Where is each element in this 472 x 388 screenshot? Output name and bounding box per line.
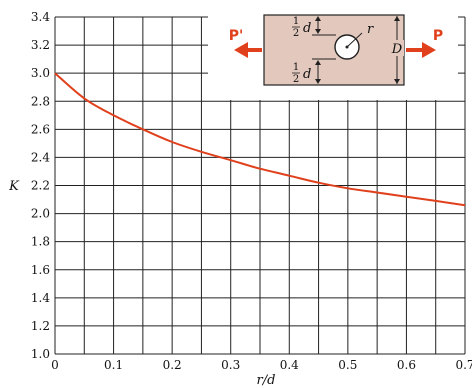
- y-tick-label: 1.2: [31, 319, 50, 333]
- x-tick-label: 0.3: [221, 358, 240, 372]
- x-tick-label: 0.2: [163, 358, 182, 372]
- x-tick-label: 0.7: [455, 358, 472, 372]
- series-line: [54, 72, 466, 207]
- upper-half-denominator: 2: [293, 28, 299, 39]
- y-axis-ticks: 1.0 1.2 1.4 1.6 1.8 2.0 2.2 2.4 2.6 2.8 3.0 3.2 3.4: [31, 10, 50, 361]
- y-tick-label: 1.4: [31, 291, 50, 305]
- lower-half-numerator: 1: [293, 62, 299, 73]
- x-tick-label: 0.4: [280, 358, 299, 372]
- y-tick-label: 2.0: [31, 207, 50, 221]
- y-tick-label: 1.8: [31, 235, 50, 249]
- x-axis-title: r/d: [257, 373, 276, 388]
- x-tick-label: 0.1: [104, 358, 123, 372]
- x-tick-label: 0.5: [338, 358, 357, 372]
- y-tick-label: 3.4: [31, 10, 50, 24]
- radius-label: r: [367, 22, 374, 37]
- width-label: D: [391, 42, 403, 57]
- left-force-label: P': [229, 28, 244, 44]
- right-force-arrow: [406, 42, 436, 58]
- x-tick-label: 0: [51, 358, 59, 372]
- y-tick-label: 2.2: [31, 179, 50, 193]
- y-tick-label: 2.8: [31, 94, 50, 108]
- x-axis-ticks: 0 0.1 0.2 0.3 0.4 0.5 0.6 0.7: [51, 358, 472, 372]
- y-tick-label: 3.0: [31, 66, 50, 80]
- left-force-arrow: [234, 42, 262, 58]
- radius-line: [346, 32, 363, 48]
- plate: [263, 14, 405, 86]
- y-tick-label: 3.2: [31, 38, 50, 52]
- plate-diagram: P' P r 1 2 d 1 2 d: [208, 10, 458, 100]
- x-tick-label: 0.6: [397, 358, 416, 372]
- y-tick-label: 2.4: [31, 150, 50, 164]
- y-tick-label: 1.6: [31, 263, 50, 277]
- y-tick-label: 1.0: [31, 347, 50, 361]
- upper-d-label: d: [303, 21, 311, 36]
- lower-half-denominator: 2: [293, 74, 299, 85]
- y-axis-title: K: [8, 179, 20, 194]
- lower-d-label: d: [303, 67, 311, 82]
- y-tick-label: 2.6: [31, 122, 50, 136]
- right-force-label: P: [433, 28, 443, 44]
- upper-half-numerator: 1: [293, 16, 299, 27]
